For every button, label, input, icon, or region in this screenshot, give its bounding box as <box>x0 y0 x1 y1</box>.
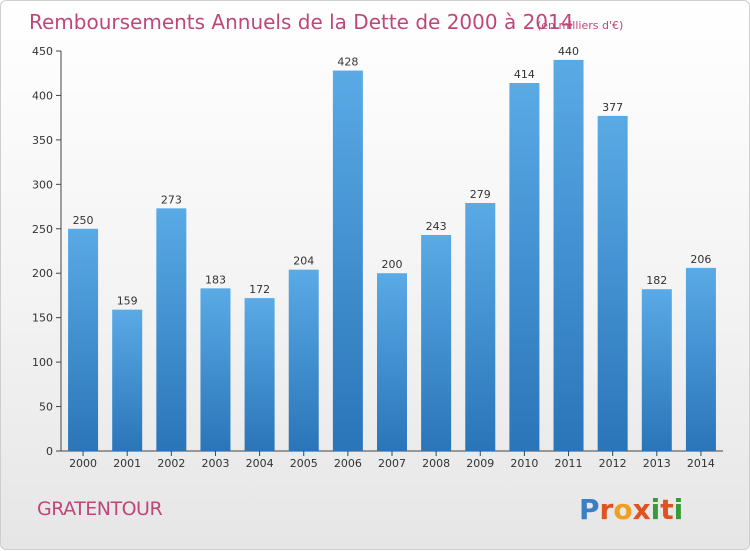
y-tick-label: 100 <box>32 356 53 369</box>
bar-2012 <box>597 115 628 451</box>
y-tick-label: 200 <box>32 267 53 280</box>
bar-2014 <box>685 267 716 451</box>
bar-2007 <box>377 273 407 451</box>
y-tick-label: 250 <box>32 223 53 236</box>
y-tick-label: 50 <box>39 401 53 414</box>
bar-2002 <box>156 208 187 451</box>
value-label-2002: 273 <box>161 193 182 206</box>
value-label-2000: 250 <box>73 214 94 227</box>
bar-2011 <box>553 59 584 452</box>
y-tick-label: 450 <box>32 45 53 58</box>
x-tick-label-2004: 2004 <box>246 457 274 470</box>
bar-2008 <box>421 235 452 451</box>
value-label-2003: 183 <box>205 273 226 286</box>
x-tick-label-2000: 2000 <box>69 457 97 470</box>
x-tick-label-2005: 2005 <box>290 457 318 470</box>
y-tick-label: 350 <box>32 134 53 147</box>
bar-2006 <box>332 70 363 452</box>
x-tick-label-2003: 2003 <box>201 457 229 470</box>
y-tick-label: 400 <box>32 89 53 102</box>
chart-title: Remboursements Annuels de la Dette de 20… <box>29 10 573 34</box>
value-label-2011: 440 <box>558 45 579 58</box>
x-tick-label-2011: 2011 <box>555 457 583 470</box>
value-label-2008: 243 <box>426 220 447 233</box>
x-tick-label-2002: 2002 <box>157 457 185 470</box>
bar-2009 <box>465 203 496 451</box>
bar-2004 <box>244 298 275 451</box>
x-tick-label-2012: 2012 <box>599 457 627 470</box>
y-tick-label: 150 <box>32 312 53 325</box>
axes: 0 50 100 150 200 250 300 350 400 450 2000 2001 2002 2… <box>32 45 723 470</box>
x-tick-label-2007: 2007 <box>378 457 406 470</box>
proxiti-logo: Proxiti <box>579 493 683 526</box>
value-label-2010: 414 <box>514 68 535 81</box>
x-tick-label-2001: 2001 <box>113 457 141 470</box>
x-tick-label-2008: 2008 <box>422 457 450 470</box>
bar-2013 <box>641 289 672 451</box>
chart-subtitle: (en milliers d'€) <box>537 19 623 32</box>
value-label-2013: 182 <box>646 274 667 287</box>
commune-name: GRATENTOUR <box>37 498 162 520</box>
x-tick-label-2010: 2010 <box>510 457 538 470</box>
bar-labels: 250 159 273 183 172 204 428 200 243 279 414 440 377 1… <box>73 45 712 308</box>
bar-2000 <box>68 228 99 451</box>
value-label-2012: 377 <box>602 101 623 114</box>
value-label-2001: 159 <box>117 295 138 308</box>
bar-2010 <box>509 83 540 451</box>
bars <box>68 59 716 452</box>
x-tick-label-2013: 2013 <box>643 457 671 470</box>
bar-2001 <box>112 309 143 451</box>
value-label-2014: 206 <box>690 253 711 266</box>
x-tick-label-2006: 2006 <box>334 457 362 470</box>
bar-2005 <box>288 269 319 451</box>
value-label-2004: 172 <box>249 283 270 296</box>
value-label-2009: 279 <box>470 188 491 201</box>
value-label-2007: 200 <box>382 258 403 271</box>
y-tick-label: 300 <box>32 178 53 191</box>
x-tick-label-2009: 2009 <box>466 457 494 470</box>
value-label-2006: 428 <box>337 56 358 69</box>
y-tick-label: 0 <box>46 445 53 458</box>
bar-2003 <box>200 288 231 451</box>
x-tick-label-2014: 2014 <box>687 457 715 470</box>
value-label-2005: 204 <box>293 255 314 268</box>
